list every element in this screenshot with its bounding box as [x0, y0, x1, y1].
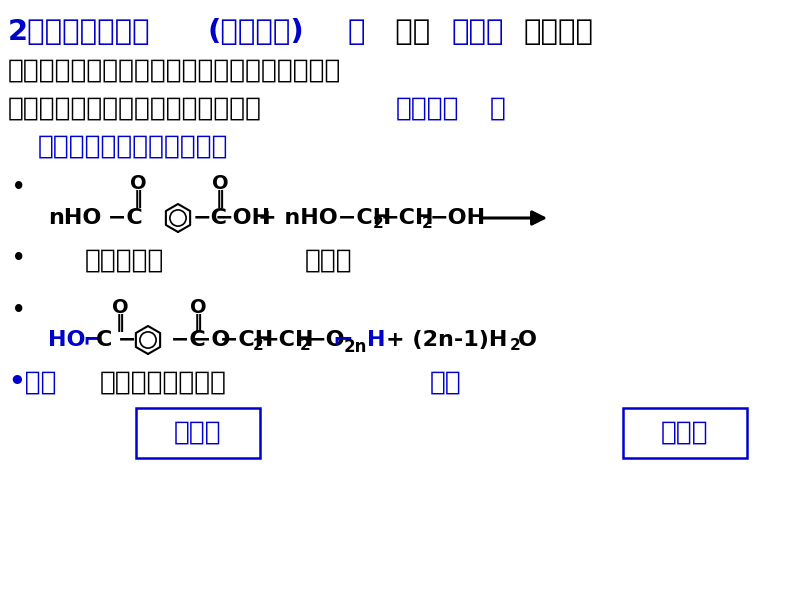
Text: −OH: −OH	[430, 208, 486, 228]
Text: (缩聚反应): (缩聚反应)	[208, 18, 305, 46]
Text: 2: 2	[422, 216, 433, 231]
Text: 端基: 端基	[430, 370, 462, 396]
Text: 缩聚反应: 缩聚反应	[396, 96, 460, 122]
Text: 由单体分子之间发生一系列类似于酸和醇缩合成: 由单体分子之间发生一系列类似于酸和醇缩合成	[8, 58, 341, 84]
Text: O: O	[112, 298, 129, 317]
Text: −C: −C	[193, 208, 228, 228]
Text: •: •	[12, 177, 25, 197]
Text: 缩聚物: 缩聚物	[174, 420, 222, 446]
Text: −O: −O	[308, 330, 345, 350]
Text: −CH: −CH	[330, 208, 391, 228]
FancyBboxPatch shape	[136, 408, 260, 458]
Text: −CH: −CH	[212, 330, 273, 350]
Text: 。: 。	[490, 96, 506, 122]
Text: ‖: ‖	[133, 190, 142, 208]
Text: O: O	[212, 174, 229, 193]
Text: 酯类的反应叫做缩合聚合反应，简称: 酯类的反应叫做缩合聚合反应，简称	[8, 96, 262, 122]
Text: ‖: ‖	[115, 314, 125, 332]
Text: 2: 2	[510, 339, 521, 353]
Text: −: −	[110, 330, 137, 350]
Text: −CH: −CH	[261, 330, 314, 350]
Text: HO: HO	[48, 330, 86, 350]
Text: ：: ：	[348, 18, 365, 46]
Text: −CH: −CH	[381, 208, 434, 228]
Text: O: O	[190, 298, 206, 317]
Text: 2: 2	[373, 216, 384, 231]
Text: 对苯二甲酸: 对苯二甲酸	[85, 248, 164, 274]
Text: 2: 2	[300, 339, 310, 353]
Text: •: •	[12, 248, 25, 268]
Text: + nHO: + nHO	[258, 208, 337, 228]
Text: 生成: 生成	[375, 18, 430, 46]
Text: ⌐: ⌐	[332, 328, 353, 352]
Text: ⌐: ⌐	[82, 328, 103, 352]
Text: −C: −C	[100, 208, 143, 228]
FancyBboxPatch shape	[623, 408, 747, 458]
Text: O: O	[518, 330, 537, 350]
Text: nHO: nHO	[48, 208, 102, 228]
Text: −O: −O	[185, 330, 230, 350]
Text: 缩聚物: 缩聚物	[452, 18, 504, 46]
Text: 小分子: 小分子	[661, 420, 709, 446]
Text: −C: −C	[163, 330, 206, 350]
Text: ‖: ‖	[215, 190, 225, 208]
Text: O: O	[129, 174, 146, 193]
Text: •端基: •端基	[8, 370, 56, 396]
Text: C: C	[96, 330, 113, 350]
Text: •: •	[12, 300, 25, 320]
Text: H: H	[367, 330, 386, 350]
Text: −OH: −OH	[215, 208, 271, 228]
Text: 2。缩合聚合反应: 2。缩合聚合反应	[8, 18, 151, 46]
Text: 2n: 2n	[344, 338, 368, 356]
Text: 乙二醇: 乙二醇	[305, 248, 353, 274]
Text: ‖: ‖	[194, 314, 202, 332]
Text: 对苯二甲酸与乙二醇反应：: 对苯二甲酸与乙二醇反应：	[38, 134, 229, 160]
Text: + (2n-1)H: + (2n-1)H	[386, 330, 507, 350]
Text: 和小分子: 和小分子	[524, 18, 594, 46]
Text: 聚酯纤维（涤纶）: 聚酯纤维（涤纶）	[100, 370, 227, 396]
Text: 2: 2	[253, 339, 264, 353]
